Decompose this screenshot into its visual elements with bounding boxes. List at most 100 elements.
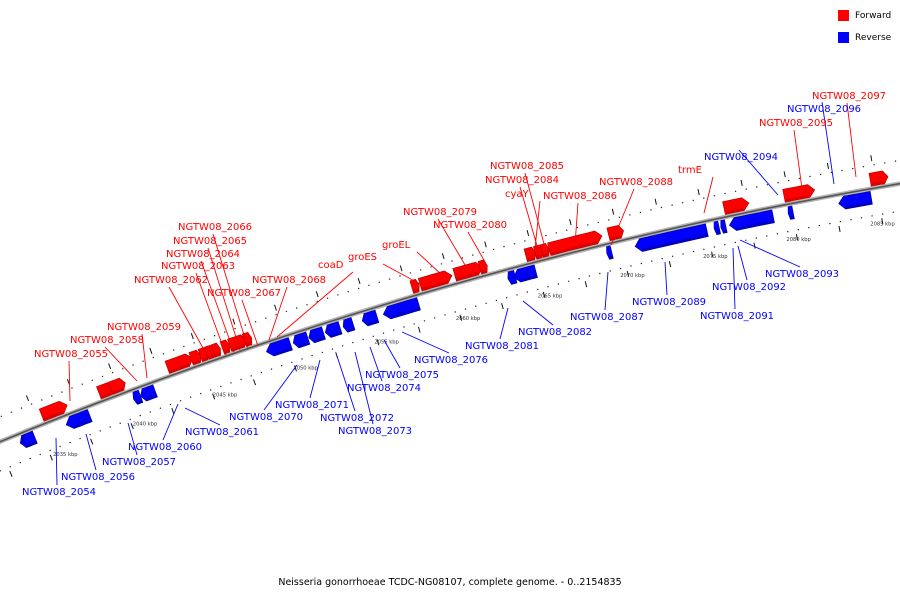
gene-label-ngtw08_2061[interactable]: NGTW08_2061 (185, 427, 259, 438)
gene-label-ngtw08_2070[interactable]: NGTW08_2070 (229, 412, 303, 423)
gene-label-cyay[interactable]: cyaY (505, 189, 530, 200)
gene-arrow-shade (145, 394, 158, 401)
marker-lower (376, 339, 380, 346)
gene-arrow-shade (73, 418, 93, 429)
position-dot-upper (671, 204, 673, 206)
leader-ngtw08_2068 (268, 286, 288, 341)
position-dot-lower (230, 382, 232, 384)
gene-label-ngtw08_2086[interactable]: NGTW08_2086 (543, 191, 617, 202)
marker-upper (315, 291, 319, 298)
gene-label-ngtw08_2073[interactable]: NGTW08_2073 (338, 426, 412, 437)
position-dot-upper (368, 284, 370, 286)
position-dot-lower (829, 222, 831, 225)
position-dot-lower (547, 286, 549, 288)
position-dot-lower (755, 237, 757, 239)
position-dot-lower (413, 323, 415, 325)
position-dot-lower (169, 403, 172, 406)
gene-label-coad[interactable]: coaD (318, 260, 344, 271)
gene-label-ngtw08_2087[interactable]: NGTW08_2087 (570, 312, 644, 323)
gene-arrow-shade (722, 229, 728, 234)
gene-label-ngtw08_2093[interactable]: NGTW08_2093 (765, 269, 839, 280)
gene-label-ngtw08_2080[interactable]: NGTW08_2080 (433, 220, 507, 231)
gene-label-ngtw08_2067[interactable]: NGTW08_2067 (207, 288, 281, 299)
gene-label-ngtw08_2068[interactable]: NGTW08_2068 (252, 275, 326, 286)
leader-ngtw08_2084 (519, 186, 541, 257)
gene-label-ngtw08_2056[interactable]: NGTW08_2056 (61, 472, 135, 483)
position-dot-lower (281, 365, 283, 367)
gene-label-ngtw08_2097[interactable]: NGTW08_2097 (812, 91, 886, 102)
marker-lower (294, 365, 297, 372)
gene-label-trme[interactable]: trmE (678, 165, 702, 176)
gene-label-ngtw08_2079[interactable]: NGTW08_2079 (403, 207, 477, 218)
gene-label-ngtw08_2072[interactable]: NGTW08_2072 (320, 413, 394, 424)
gene-label-ngtw08_2065[interactable]: NGTW08_2065 (173, 236, 247, 247)
gene-label-ngtw08_2076[interactable]: NGTW08_2076 (414, 355, 488, 366)
marker-upper (826, 162, 829, 169)
gene-label-ngtw08_2071[interactable]: NGTW08_2071 (275, 400, 349, 411)
gene-label-ngtw08_2082[interactable]: NGTW08_2082 (518, 327, 592, 338)
position-dot-upper (724, 192, 726, 195)
gene-label-ngtw08_2057[interactable]: NGTW08_2057 (102, 457, 176, 468)
gene-label-groel[interactable]: groEL (382, 240, 411, 251)
gene-arrow-shade (608, 255, 614, 260)
leader-ngtw08_2080 (467, 231, 486, 263)
gene-label-ngtw08_2062[interactable]: NGTW08_2062 (134, 275, 208, 286)
gene-label-ngtw08_2054[interactable]: NGTW08_2054 (22, 487, 96, 498)
gene-label-ngtw08_2085[interactable]: NGTW08_2085 (490, 161, 564, 172)
gene-label-ngtw08_2075[interactable]: NGTW08_2075 (365, 370, 439, 381)
position-dot-upper (399, 275, 401, 277)
gene-label-ngtw08_2094[interactable]: NGTW08_2094 (704, 152, 778, 163)
leader-ngtw08_2076 (401, 331, 450, 354)
gene-label-ngtw08_2074[interactable]: NGTW08_2074 (347, 383, 421, 394)
gene-label-ngtw08_2063[interactable]: NGTW08_2063 (161, 261, 235, 272)
gene-label-ngtw08_2060[interactable]: NGTW08_2060 (128, 442, 202, 453)
scale-tick-label: 2070 kbp (620, 273, 645, 279)
position-dot-upper (306, 304, 308, 306)
position-dot-upper (524, 240, 526, 242)
gene-arrow-shade (201, 356, 208, 362)
gene-label-ngtw08_2066[interactable]: NGTW08_2066 (178, 222, 252, 233)
gene-label-ngtw08_2091[interactable]: NGTW08_2091 (700, 311, 774, 322)
gene-label-ngtw08_2088[interactable]: NGTW08_2088 (599, 177, 673, 188)
gene-label-ngtw08_2096[interactable]: NGTW08_2096 (787, 104, 861, 115)
position-dot-upper (862, 166, 865, 168)
gene-label-ngtw08_2081[interactable]: NGTW08_2081 (465, 341, 539, 352)
position-dot-upper (213, 335, 216, 337)
gene-label-ngtw08_2059[interactable]: NGTW08_2059 (107, 322, 181, 333)
gene-label-ngtw08_2064[interactable]: NGTW08_2064 (166, 249, 240, 260)
gene-label-ngtw08_2058[interactable]: NGTW08_2058 (70, 335, 144, 346)
position-dot-lower (808, 226, 810, 229)
position-dot-upper (337, 294, 339, 296)
gene-arrow-shade (313, 336, 326, 343)
marker-lower (542, 291, 546, 298)
position-dot-upper (681, 202, 684, 204)
position-dot-upper (692, 199, 694, 202)
position-dot-upper (576, 226, 578, 229)
marker-upper (569, 219, 572, 226)
gene-arrow-ngtw08_2093[interactable] (729, 209, 775, 231)
position-dot-upper (777, 182, 779, 184)
position-dot-lower (89, 434, 91, 436)
scale-tick-label: 2080 kbp (786, 237, 811, 243)
scale-tick-label: 2040 kbp (133, 422, 158, 428)
position-dot-upper (101, 375, 104, 378)
gene-label-ngtw08_2092[interactable]: NGTW08_2092 (712, 282, 786, 293)
scale-tick-label: 2075 kbp (703, 254, 728, 260)
leader-coad (276, 271, 354, 338)
gene-label-ngtw08_2095[interactable]: NGTW08_2095 (759, 118, 833, 129)
position-dot-upper (224, 331, 226, 333)
leader-ngtw08_2072 (336, 355, 356, 412)
leader-ngtw08_2074 (369, 346, 383, 382)
legend-label-forward: Forward (855, 10, 892, 21)
position-dot-lower (682, 253, 684, 255)
position-dot-lower (850, 219, 852, 221)
marker-lower (626, 270, 630, 277)
gene-label-ngtw08_2089[interactable]: NGTW08_2089 (632, 297, 706, 308)
gene-label-ngtw08_2055[interactable]: NGTW08_2055 (34, 349, 108, 360)
leader-ngtw08_2081 (499, 307, 509, 340)
gene-label-ngtw08_2084[interactable]: NGTW08_2084 (485, 175, 559, 186)
marker-lower (417, 326, 421, 333)
gene-arrow-shade (526, 256, 535, 262)
gene-label-groes[interactable]: groES (348, 252, 377, 263)
marker-upper (149, 347, 153, 354)
